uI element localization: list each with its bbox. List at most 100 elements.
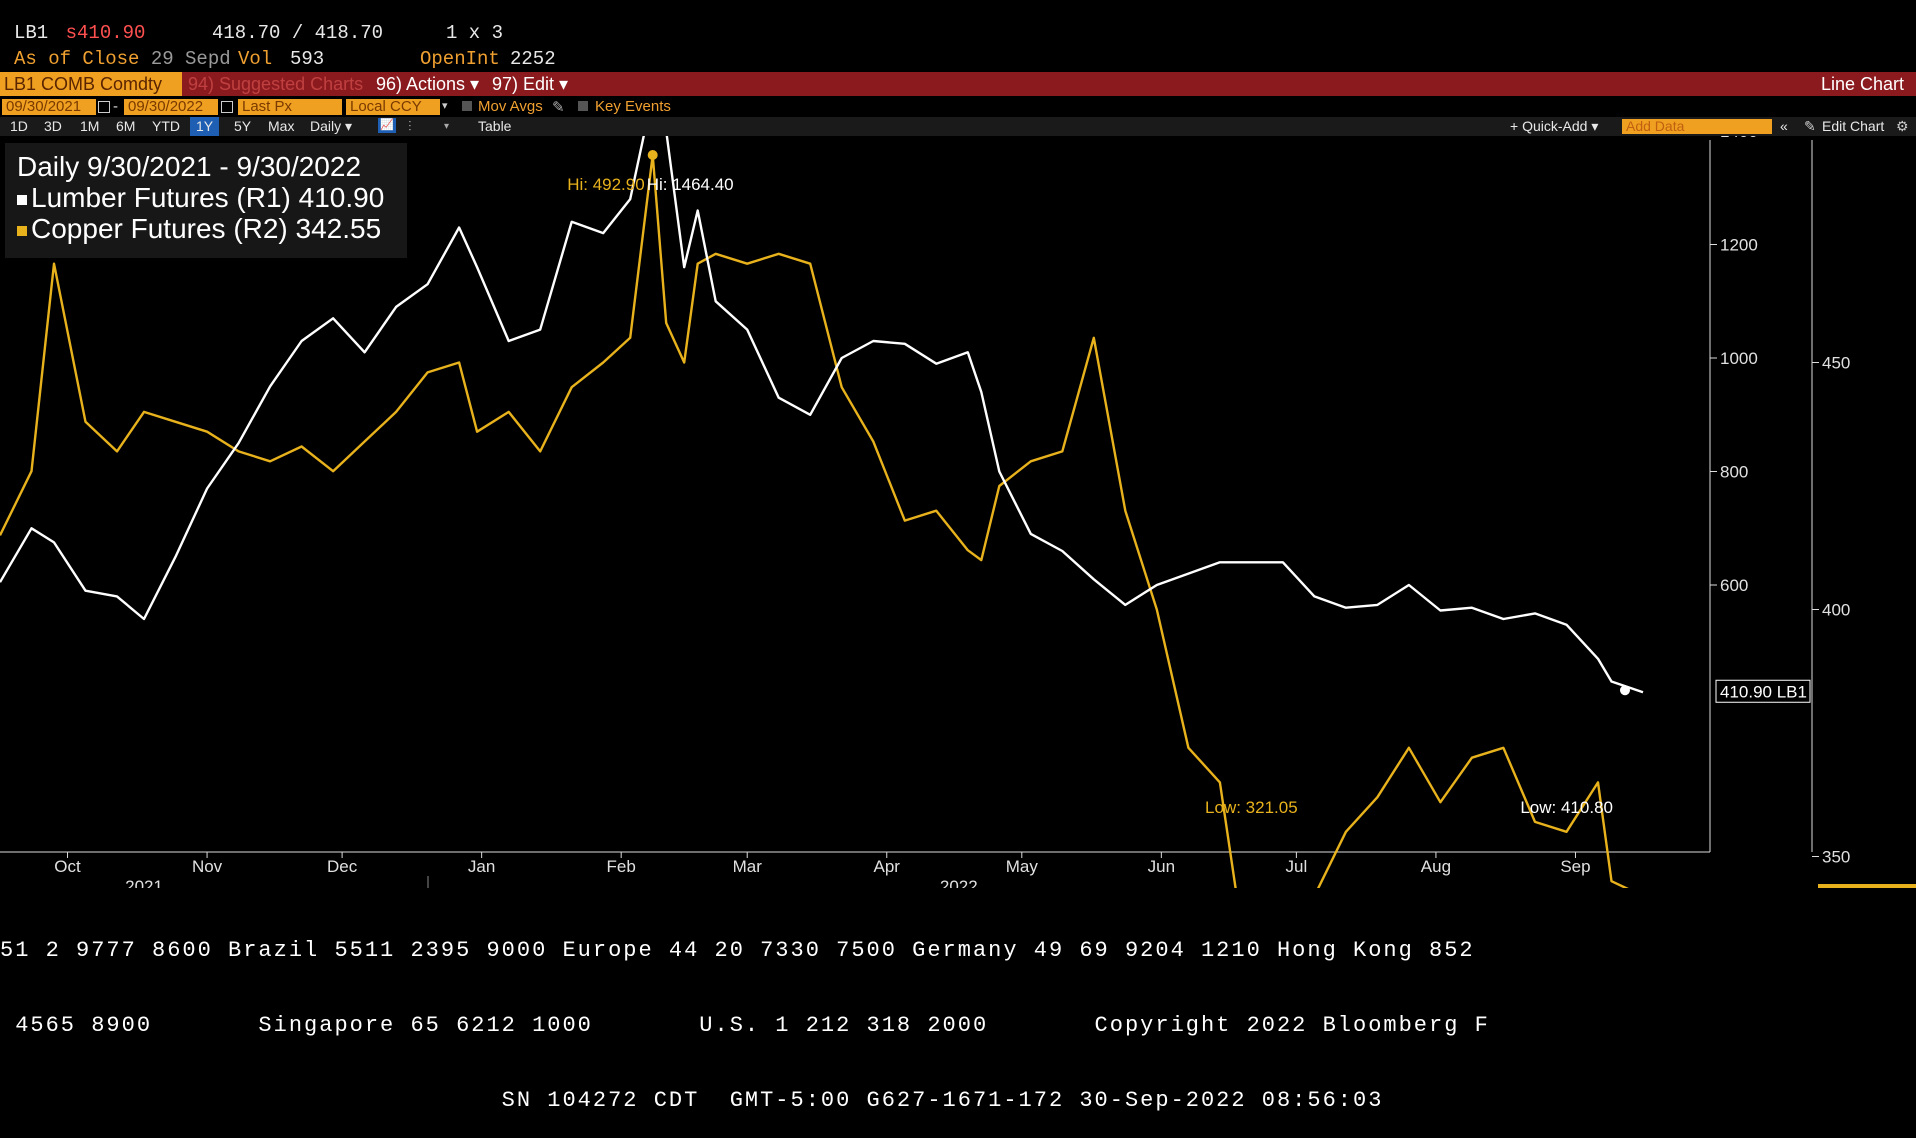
year-label: 2021 xyxy=(125,877,163,888)
range-button-1d[interactable]: 1D xyxy=(10,118,28,134)
legend-lumber-label: Lumber Futures (R1) 410.90 xyxy=(31,182,385,213)
x-tick-label: Nov xyxy=(192,857,223,876)
footer-line-2: 4565 8900 Singapore 65 6212 1000 U.S. 1 … xyxy=(0,1013,1490,1038)
table-button[interactable]: Table xyxy=(478,118,512,134)
footer-line-3: SN 104272 CDT GMT-5:00 G627-1671-172 30-… xyxy=(0,1088,1384,1113)
calendar-icon[interactable] xyxy=(98,101,110,113)
bid-ask-size: 1 x 3 xyxy=(446,22,504,44)
bloomberg-footer: 51 2 9777 8600 Brazil 5511 2395 9000 Eur… xyxy=(0,888,1916,1138)
x-tick-label: Apr xyxy=(874,857,901,876)
chart-type-label: Line Chart xyxy=(1820,74,1904,94)
x-tick-label: Feb xyxy=(607,857,636,876)
as-of-date: 29 Sepd xyxy=(150,48,231,70)
chevron-down-icon[interactable]: ▾ xyxy=(444,121,450,132)
lumber-series-line xyxy=(0,136,1644,694)
legend-copper[interactable]: Copper Futures (R2) 342.55 xyxy=(17,213,381,245)
open-interest-value: 2252 xyxy=(510,48,556,70)
line-chart-icon[interactable]: 📈 xyxy=(378,118,396,133)
lumber-last-label: 410.90 LB1 xyxy=(1720,682,1807,701)
gear-icon[interactable]: ⚙ xyxy=(1896,118,1909,134)
chart-legend: Daily 9/30/2021 - 9/30/2022 Lumber Futur… xyxy=(5,143,407,258)
mov-avgs-checkbox[interactable] xyxy=(462,101,472,111)
lumber-last-tag xyxy=(1715,679,1811,703)
x-tick-label: Dec xyxy=(327,857,358,876)
lumber-low-label: Low: 410.80 xyxy=(1520,798,1613,817)
lumber-swatch xyxy=(17,194,27,205)
range-button-6m[interactable]: 6M xyxy=(116,118,136,134)
copper-axis-label: 450 xyxy=(1822,354,1850,373)
date-dash: - xyxy=(113,98,118,115)
bar-chart-icon[interactable]: ⫶ xyxy=(408,118,412,134)
edit-menu[interactable]: 97) Edit ▾ xyxy=(492,74,569,94)
price-prefix: s xyxy=(65,22,78,44)
x-tick-label: Jun xyxy=(1148,857,1175,876)
lumber-axis-label: 600 xyxy=(1720,576,1748,595)
actions-menu[interactable]: 96) Actions ▾ xyxy=(376,74,480,94)
quick-add-button[interactable]: + Quick-Add ▾ xyxy=(1510,118,1599,134)
x-tick-label: Oct xyxy=(54,857,81,876)
range-toolbar: 1D 3D 1M 6M YTD 1Y 5Y Max Daily ▾ 📈 ⫶ ▾ Table +… xyxy=(0,117,1916,136)
x-tick-label: Jan xyxy=(468,857,495,876)
x-tick-label: Sep xyxy=(1560,857,1590,876)
bid-ask: 418.70 / 418.70 xyxy=(212,22,384,44)
frequency-select[interactable]: Daily ▾ xyxy=(310,118,353,134)
collapse-icon[interactable]: « xyxy=(1780,118,1788,134)
lumber-axis-label: 1400 xyxy=(1720,136,1758,141)
range-button-max[interactable]: Max xyxy=(268,118,295,134)
quote-subheader: As of Close 29 Sepd Vol 593 OpenInt 2252 xyxy=(14,48,556,70)
lumber-low-marker xyxy=(1619,685,1630,696)
lumber-high-label: Hi: 1464.40 xyxy=(647,175,734,194)
copper-last-label: 342.55 HG1 xyxy=(1822,886,1914,888)
copper-series-line xyxy=(0,153,1629,888)
start-date-input[interactable]: 09/30/2021 xyxy=(2,99,96,115)
copper-high-label: Hi: 492.90 xyxy=(567,175,645,194)
date-toolbar: 09/30/2021 - 09/30/2022 Last Px Local CC… xyxy=(0,98,1916,116)
x-tick-label: Aug xyxy=(1421,857,1451,876)
legend-lumber[interactable]: Lumber Futures (R1) 410.90 xyxy=(17,182,384,214)
currency-select[interactable]: Local CCY xyxy=(346,99,440,115)
x-tick-label: Jul xyxy=(1286,857,1308,876)
mov-avgs-label[interactable]: Mov Avgs xyxy=(478,98,543,115)
suggested-charts-button[interactable]: 94) Suggested Charts xyxy=(188,74,364,94)
key-events-checkbox[interactable] xyxy=(578,101,588,111)
legend-period: Daily 9/30/2021 - 9/30/2022 xyxy=(17,151,362,182)
lumber-axis-label: 1000 xyxy=(1720,349,1758,368)
as-of-label: As of Close xyxy=(14,48,140,70)
calendar-icon[interactable] xyxy=(221,101,233,113)
open-interest-label: OpenInt xyxy=(420,48,500,70)
copper-low-label: Low: 321.05 xyxy=(1205,798,1298,817)
copper-high-marker xyxy=(647,150,658,161)
pencil-icon: ✎ xyxy=(1804,118,1816,134)
range-button-3d[interactable]: 3D xyxy=(44,118,62,134)
last-price: 410.90 xyxy=(77,22,146,44)
lumber-axis-label: 800 xyxy=(1720,463,1748,482)
function-bar: LB1 COMB Comdty 94) Suggested Charts 96)… xyxy=(0,72,1916,96)
year-label: 2022 xyxy=(940,877,978,888)
copper-last-tag xyxy=(1818,884,1916,888)
legend-copper-label: Copper Futures (R2) 342.55 xyxy=(31,213,382,244)
end-date-input[interactable]: 09/30/2022 xyxy=(124,99,218,115)
range-button-1m[interactable]: 1M xyxy=(80,118,100,134)
x-tick-label: Mar xyxy=(733,857,763,876)
volume-value: 593 xyxy=(290,48,325,70)
pencil-icon[interactable]: ✎ xyxy=(552,99,565,116)
quote-header: LB1 s410.90 418.70 / 418.70 1 x 3 xyxy=(14,22,503,44)
add-data-input[interactable]: Add Data xyxy=(1622,119,1772,134)
footer-line-1: 51 2 9777 8600 Brazil 5511 2395 9000 Eur… xyxy=(0,938,1475,963)
copper-axis-label: 400 xyxy=(1822,601,1850,620)
line-chart: Oct Nov Dec Jan Feb Mar Apr May Jun Jul Aug Sep 2021… xyxy=(0,136,1916,888)
range-button-5y[interactable]: 5Y xyxy=(234,118,252,134)
volume-label: Vol xyxy=(238,48,273,70)
edit-chart-button[interactable]: Edit Chart xyxy=(1822,118,1885,134)
chevron-down-icon[interactable]: ▾ xyxy=(442,100,448,112)
range-button-ytd[interactable]: YTD xyxy=(152,118,180,134)
range-button-1y[interactable]: 1Y xyxy=(190,117,220,136)
key-events-label[interactable]: Key Events xyxy=(595,98,671,115)
security-field[interactable]: LB1 COMB Comdty xyxy=(0,72,182,96)
lumber-axis-label: 1200 xyxy=(1720,236,1758,255)
copper-axis-label: 350 xyxy=(1822,848,1850,867)
x-tick-label: May xyxy=(1006,857,1039,876)
field-select[interactable]: Last Px xyxy=(238,99,342,115)
ticker-symbol[interactable]: LB1 xyxy=(14,22,49,44)
copper-swatch xyxy=(17,225,27,236)
